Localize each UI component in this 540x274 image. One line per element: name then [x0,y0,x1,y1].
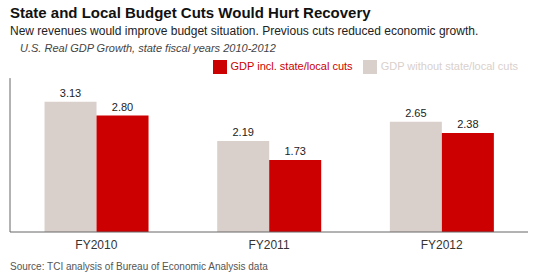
svg-text:2.80: 2.80 [112,101,133,113]
html-text:New revenues would improve bud: New revenues would improve budget situat… [10,24,479,38]
html-text:GDP without state/local cuts: GDP without state/local cuts [380,60,518,72]
svg-text:2.38: 2.38 [457,118,478,130]
html-text:State and Local Budget Cuts Wo: State and Local Budget Cuts Would Hurt R… [10,4,371,21]
svg-text:2.19: 2.19 [232,126,253,138]
html-text:GDP incl. state/local cuts: GDP incl. state/local cuts [230,60,353,72]
svg-text:FY2011: FY2011 [248,238,289,252]
svg-text:FY2012: FY2012 [421,238,463,252]
svg-text:3.13: 3.13 [60,87,81,99]
svg-text:FY2010: FY2010 [75,238,117,252]
html-text:Source: TCI analysis of Bureau: Source: TCI analysis of Bureau of Econom… [10,261,268,272]
svg-text:2.65: 2.65 [405,107,426,119]
svg-text:1.73: 1.73 [284,145,305,157]
html-text:U.S. Real GDP Growth, state fi: U.S. Real GDP Growth, state fiscal years… [20,42,276,54]
